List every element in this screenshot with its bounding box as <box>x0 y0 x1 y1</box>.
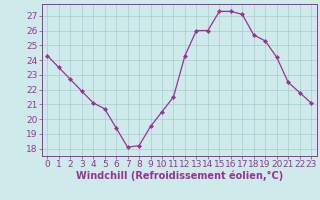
X-axis label: Windchill (Refroidissement éolien,°C): Windchill (Refroidissement éolien,°C) <box>76 171 283 181</box>
